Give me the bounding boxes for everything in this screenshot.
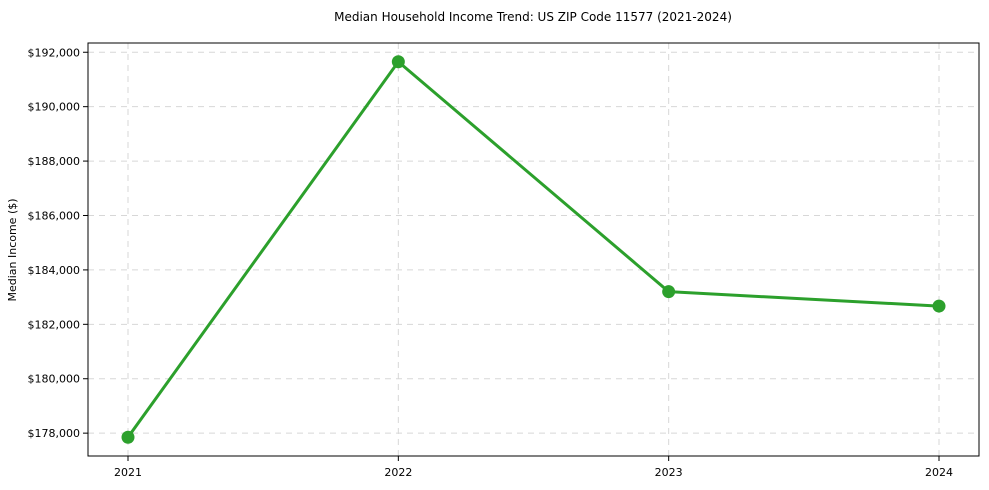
data-point	[391, 55, 405, 69]
y-tick-label: $178,000	[28, 427, 81, 440]
data-point	[662, 285, 676, 299]
axes	[83, 42, 980, 461]
y-axis-label: Median Income ($)	[6, 198, 19, 301]
y-tick-label: $182,000	[28, 318, 81, 331]
chart-title: Median Household Income Trend: US ZIP Co…	[334, 10, 732, 24]
y-tick-label: $188,000	[28, 155, 81, 168]
x-tick-label: 2024	[925, 466, 953, 479]
x-tick-label: 2021	[114, 466, 142, 479]
y-tick-label: $186,000	[28, 209, 81, 222]
y-tick-label: $190,000	[28, 101, 81, 114]
plot-border	[87, 42, 980, 457]
y-tick-label: $180,000	[28, 373, 81, 386]
gridlines	[88, 43, 979, 456]
y-tick-label: $184,000	[28, 264, 81, 277]
y-tick-label: $192,000	[28, 46, 81, 59]
x-tick-label: 2023	[655, 466, 683, 479]
data-point	[932, 299, 946, 313]
tick-labels: $178,000 $180,000 $182,000 $184,000 $186,000…	[28, 46, 954, 479]
x-tick-label: 2022	[384, 466, 412, 479]
data-point	[121, 430, 135, 444]
data-series	[121, 55, 946, 444]
trend-line	[126, 60, 941, 439]
